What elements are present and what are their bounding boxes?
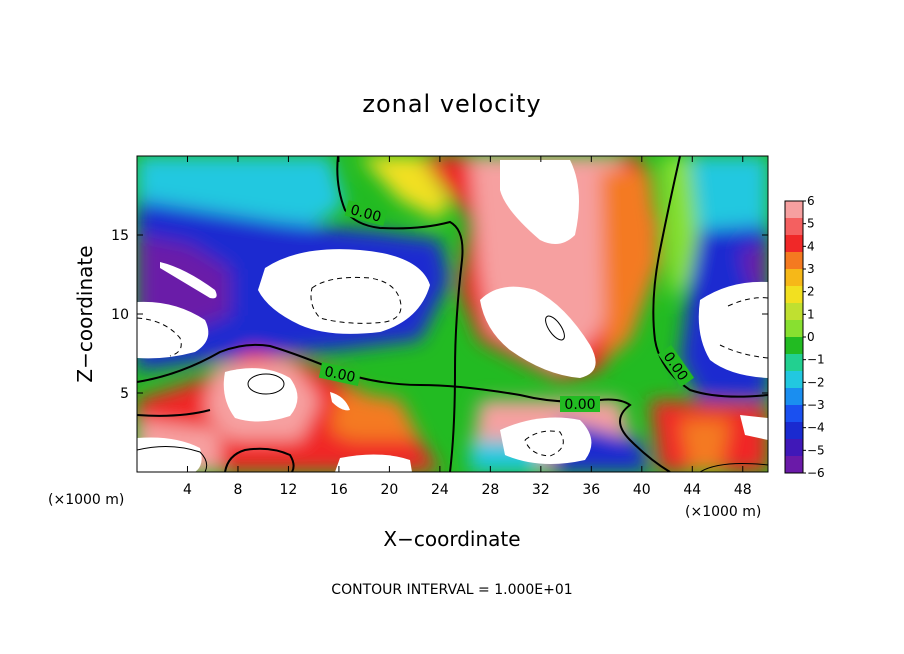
white-region-2 bbox=[500, 160, 579, 244]
colorbar-label-3: 3 bbox=[807, 262, 815, 276]
colorbar-swatch-6 bbox=[785, 303, 803, 321]
colorbar-swatch-12 bbox=[785, 405, 803, 423]
x-tick-label-0: 4 bbox=[183, 482, 192, 498]
white-region-3 bbox=[480, 286, 596, 378]
colorbar-label-2: 4 bbox=[807, 239, 815, 253]
white-streak-1 bbox=[160, 262, 217, 299]
colorbar-swatch-4 bbox=[785, 269, 803, 287]
contour-solid-loop-2 bbox=[545, 315, 565, 341]
contour-label-2: 0.00 bbox=[323, 364, 357, 386]
colorbar-swatch-13 bbox=[785, 422, 803, 440]
contour-zero-5 bbox=[137, 409, 211, 417]
colorbar-swatch-3 bbox=[785, 252, 803, 270]
colorbar-label-11: −5 bbox=[807, 443, 825, 457]
contour-dashed-3 bbox=[719, 297, 768, 359]
white-region-1 bbox=[258, 249, 430, 334]
colorbar-swatch-5 bbox=[785, 286, 803, 304]
contour-zero-2 bbox=[137, 343, 671, 472]
contour-zero-1 bbox=[336, 156, 464, 472]
x-tick-label-1: 8 bbox=[233, 482, 242, 498]
x-axis: 4 8 12 16 20 24 28 32 36 40 44 48 bbox=[183, 156, 752, 498]
region-right-purple bbox=[740, 245, 768, 290]
colorbar-swatch-14 bbox=[785, 439, 803, 457]
x-tick-label-5: 24 bbox=[431, 482, 449, 498]
y-axis-label: Z−coordinate bbox=[73, 245, 97, 382]
x-tick-label-6: 28 bbox=[481, 482, 499, 498]
white-region-8 bbox=[137, 437, 202, 472]
contour-solid-loop-1 bbox=[247, 373, 285, 395]
x-tick-label-3: 16 bbox=[330, 482, 348, 498]
velocity-field: 0.00 0.00 0.00 0.00 bbox=[137, 156, 768, 472]
colorbar-swatch-1 bbox=[785, 218, 803, 236]
colorbar: 6 5 4 3 2 1 0 −1 −2 −3 −4 −5 −6 bbox=[784, 194, 825, 480]
x-unit-right: (×1000 m) bbox=[685, 504, 761, 520]
colorbar-label-7: −1 bbox=[807, 353, 825, 367]
region-upper-orange bbox=[600, 170, 660, 360]
x-tick-label-10: 44 bbox=[683, 482, 701, 498]
y-tick-label-0: 5 bbox=[120, 386, 129, 402]
contour-solid-3 bbox=[137, 445, 208, 472]
chart-title: zonal velocity bbox=[362, 90, 541, 118]
region-upper-yellow bbox=[360, 156, 450, 220]
x-tick-label-7: 32 bbox=[532, 482, 550, 498]
colorbar-swatch-11 bbox=[785, 388, 803, 406]
x-unit-left: (×1000 m) bbox=[48, 492, 124, 508]
y-axis: 5 10 15 bbox=[111, 228, 768, 402]
contour-dashed-1 bbox=[310, 277, 402, 324]
white-region-7 bbox=[500, 417, 592, 464]
colorbar-swatch-7 bbox=[785, 320, 803, 338]
white-region-4 bbox=[137, 301, 209, 359]
colorbar-label-4: 2 bbox=[807, 285, 815, 299]
y-tick-label-1: 10 bbox=[111, 307, 129, 323]
x-tick-label-9: 40 bbox=[633, 482, 651, 498]
colorbar-label-10: −4 bbox=[807, 421, 825, 435]
x-tick-label-2: 12 bbox=[280, 482, 298, 498]
y-tick-label-2: 15 bbox=[111, 228, 129, 244]
white-region-6 bbox=[698, 281, 768, 378]
colorbar-label-6: 0 bbox=[807, 330, 815, 344]
contour-solid-4 bbox=[699, 463, 768, 472]
colorbar-label-12: −6 bbox=[807, 466, 825, 480]
colorbar-swatch-15 bbox=[785, 456, 803, 474]
colorbar-swatch-8 bbox=[785, 337, 803, 355]
contour-zero-4 bbox=[224, 447, 295, 472]
region-mid-orange bbox=[330, 390, 420, 450]
contour-zero-3 bbox=[652, 156, 768, 398]
colorbar-swatch-9 bbox=[785, 354, 803, 372]
white-region-9 bbox=[335, 454, 412, 472]
colorbar-swatch-10 bbox=[785, 371, 803, 389]
contour-label-3: 0.00 bbox=[564, 397, 595, 413]
colorbar-swatch-0 bbox=[785, 201, 803, 219]
x-tick-label-11: 48 bbox=[734, 482, 752, 498]
colorbar-swatch-2 bbox=[785, 235, 803, 253]
contour-label-1: 0.00 bbox=[349, 202, 383, 226]
contour-lines bbox=[137, 156, 768, 472]
saturated-regions bbox=[137, 160, 768, 472]
colorbar-label-8: −2 bbox=[807, 375, 825, 389]
x-axis-label: X−coordinate bbox=[383, 527, 520, 551]
region-lower-right-orange bbox=[680, 420, 730, 472]
colorbar-label-1: 5 bbox=[807, 217, 815, 231]
white-region-5 bbox=[223, 368, 298, 422]
white-streak-2 bbox=[330, 392, 350, 411]
colorbar-label-9: −3 bbox=[807, 398, 825, 412]
x-tick-label-8: 36 bbox=[582, 482, 600, 498]
colorbar-label-5: 1 bbox=[807, 307, 815, 321]
colorbar-label-0: 6 bbox=[807, 194, 815, 208]
contour-dashed-4 bbox=[524, 430, 564, 457]
x-tick-label-4: 20 bbox=[380, 482, 398, 498]
contour-interval-note: CONTOUR INTERVAL = 1.000E+01 bbox=[331, 582, 572, 598]
contour-dashed-2 bbox=[137, 317, 182, 357]
white-region-10 bbox=[740, 415, 768, 440]
